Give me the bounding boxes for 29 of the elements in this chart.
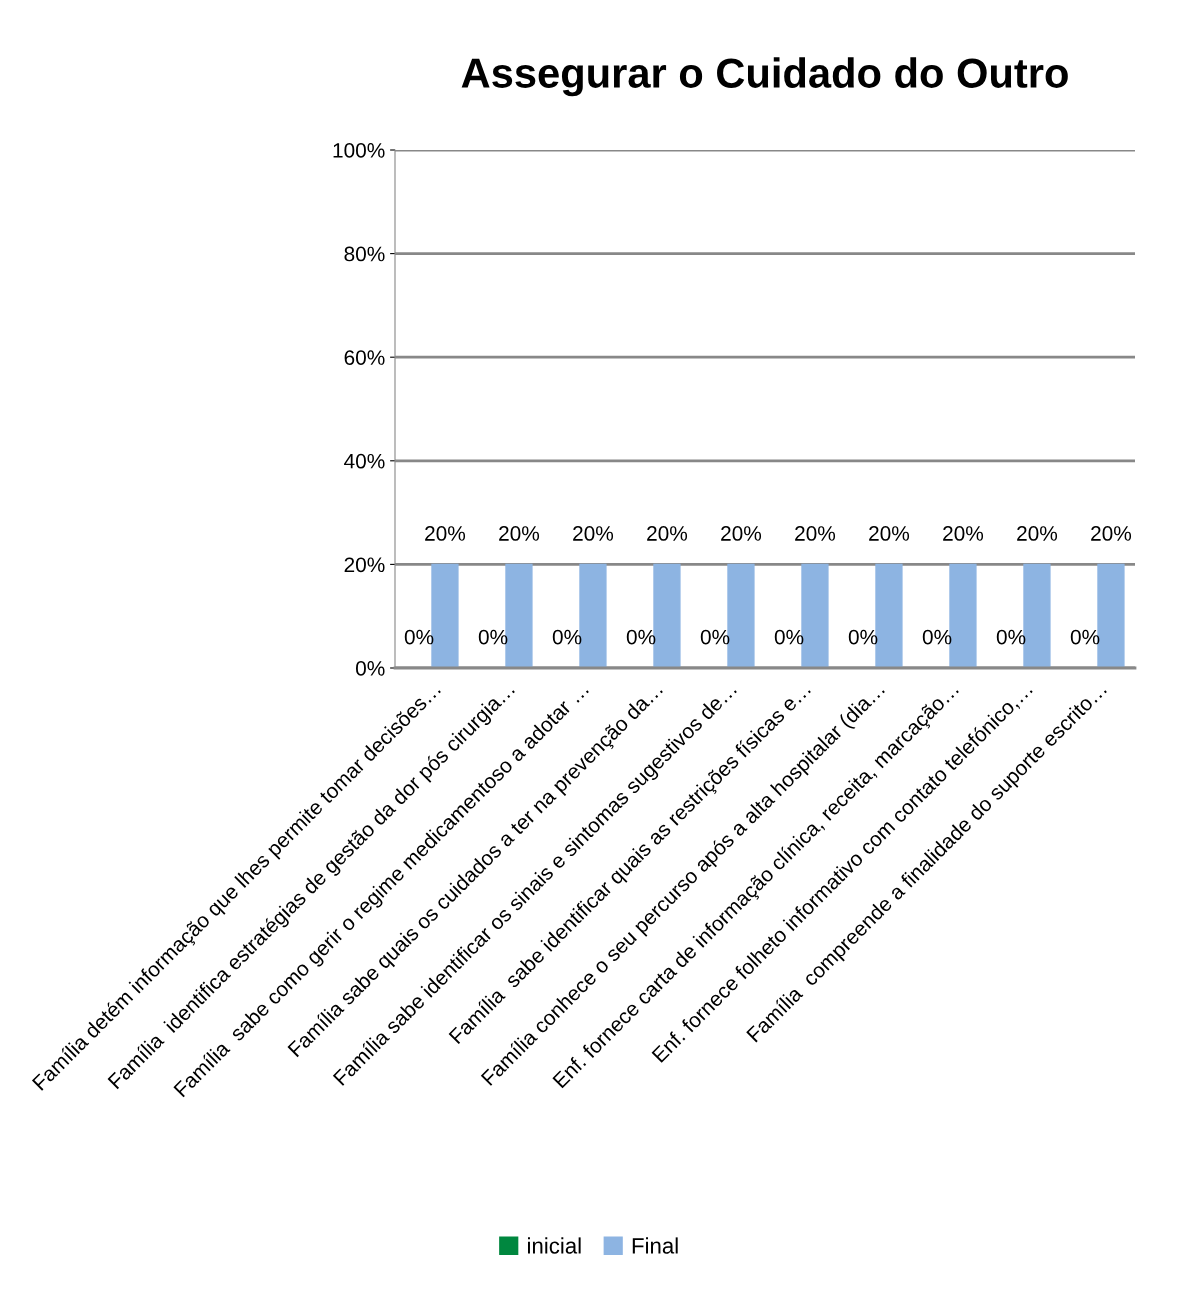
data-label: 20%	[1017, 526, 1058, 541]
data-label: 20%	[499, 526, 540, 541]
data-label: 0%	[700, 629, 730, 645]
data-label: 0%	[626, 629, 656, 645]
y-tick-label: 40%	[344, 453, 385, 469]
data-label: 0%	[1070, 629, 1100, 645]
chart-title: Assegurar o Cuidado do Outro	[461, 57, 1068, 97]
data-label: 0%	[552, 629, 582, 645]
legend-label: inicial	[528, 1237, 581, 1254]
data-label: 20%	[573, 526, 614, 541]
y-tick-label: 20%	[344, 557, 385, 573]
data-label: 0%	[996, 629, 1026, 645]
data-label: 20%	[425, 526, 466, 541]
data-label: 0%	[478, 629, 508, 645]
data-label: 0%	[774, 629, 804, 645]
legend-label: Final	[632, 1237, 678, 1254]
data-label: 20%	[795, 526, 836, 541]
data-label: 20%	[1091, 526, 1132, 541]
data-label: 0%	[922, 629, 952, 645]
data-label: 20%	[647, 526, 688, 541]
data-label: 20%	[869, 526, 910, 541]
data-label: 0%	[848, 629, 878, 645]
y-tick-label: 0%	[355, 661, 385, 676]
y-tick-label: 80%	[344, 246, 385, 262]
data-label: 20%	[943, 526, 984, 541]
data-label: 20%	[721, 526, 762, 541]
data-label: 0%	[404, 629, 434, 645]
y-tick-label: 60%	[344, 350, 385, 365]
y-tick-label: 100%	[333, 143, 385, 158]
